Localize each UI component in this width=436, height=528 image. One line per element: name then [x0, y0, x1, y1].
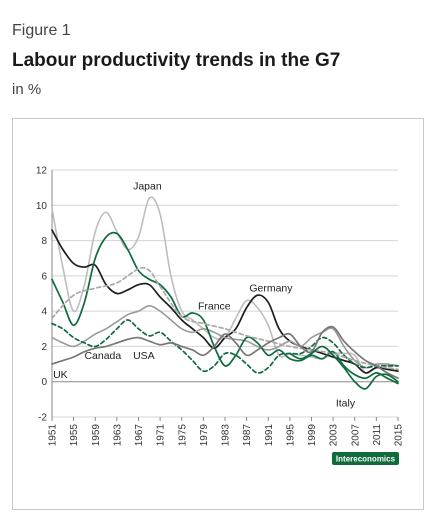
- series-line-usa: [51, 319, 399, 374]
- series-lines: [51, 196, 399, 390]
- series-label-canada: Canada: [84, 350, 121, 362]
- series-label-france: France: [198, 300, 231, 312]
- x-tick-label: 2007: [350, 424, 361, 447]
- x-tick-label: 1967: [134, 424, 145, 447]
- badge-background: [332, 452, 399, 465]
- x-tick-label: 1971: [156, 424, 167, 447]
- x-tick-label: 2011: [372, 424, 383, 446]
- y-tick-label: 8: [41, 236, 47, 247]
- y-tick-label: 6: [41, 271, 47, 282]
- series-line-italy: [289, 345, 399, 390]
- series-line-uk: [51, 325, 399, 380]
- x-tick-label: 2003: [329, 424, 340, 447]
- chart-subtitle: in %: [12, 81, 42, 98]
- series-label-usa: USA: [133, 350, 155, 362]
- series-label-uk: UK: [53, 369, 68, 381]
- y-tick-label: 2: [41, 342, 47, 353]
- y-tick-label: -2: [38, 413, 47, 424]
- series-label-italy: Italy: [336, 397, 356, 409]
- series-line-canada: [51, 231, 399, 385]
- series-label-japan: Japan: [133, 180, 162, 192]
- x-tick-label: 1983: [221, 424, 232, 447]
- badge-text: Intereconomics: [336, 455, 396, 464]
- figure-label: Figure 1: [12, 22, 71, 39]
- x-tick-label: 1979: [199, 424, 210, 447]
- y-tick-label: 4: [41, 307, 47, 318]
- y-tick-label: 12: [36, 166, 48, 177]
- x-tick-label: 1963: [112, 424, 123, 447]
- x-tick-label: 1995: [285, 424, 296, 447]
- y-tick-label: 0: [41, 377, 47, 388]
- series-line-unlabeled-dashed: [51, 266, 399, 371]
- series-label-germany: Germany: [249, 283, 293, 295]
- x-tick-label: 1959: [91, 424, 102, 447]
- y-tick-label: 10: [36, 201, 48, 212]
- axes: -2 0 2 4 6 8 10 12 1951 1955 1959 1963 1967 1971 1975 1…: [36, 166, 405, 447]
- chart-title: Labour productivity trends in the G7: [12, 50, 341, 71]
- x-tick-label: 2015: [394, 424, 405, 447]
- intereconomics-badge: Intereconomics: [332, 452, 399, 465]
- chart-frame: [12, 118, 424, 510]
- series-labels: Japan Germany France Canada USA UK Italy: [53, 180, 356, 409]
- x-tick-label: 1951: [48, 424, 59, 447]
- x-tick-label: 1991: [264, 424, 275, 447]
- grid-lines: [52, 169, 398, 418]
- series-line-france: [51, 305, 399, 369]
- x-tick-label: 1975: [177, 424, 188, 447]
- x-tick-label: 1955: [69, 424, 80, 447]
- x-tick-label: 1987: [242, 424, 253, 447]
- x-tick-label: 1999: [307, 424, 318, 447]
